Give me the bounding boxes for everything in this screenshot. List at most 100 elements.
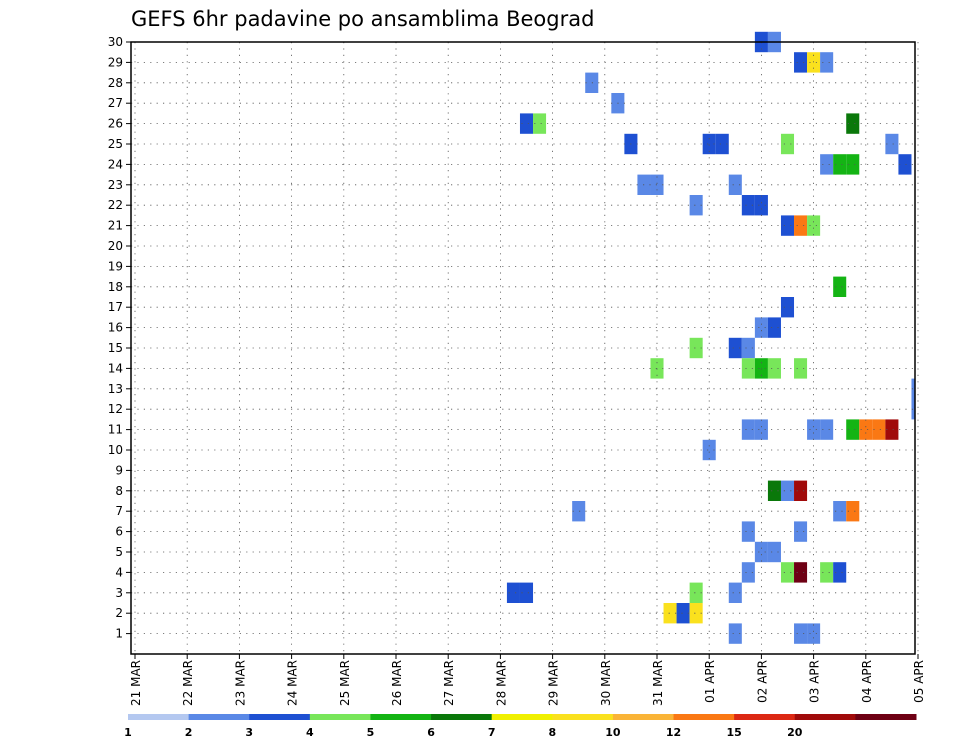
colorbar-label: 20 <box>787 726 803 739</box>
colorbar-swatch <box>552 714 614 720</box>
colorbar-label: 6 <box>427 726 435 739</box>
heatmap-cell <box>885 133 899 155</box>
grid-layer <box>131 41 919 654</box>
heatmap-cell <box>676 603 690 624</box>
y-axis: 1234567891011121314151617181920212223242… <box>108 35 131 641</box>
colorbar-swatch <box>431 714 493 720</box>
heatmap-cell <box>820 562 834 583</box>
heatmap-cell <box>794 358 808 379</box>
x-tick-label: 22 MAR <box>181 660 195 706</box>
heatmap-cell <box>794 52 808 73</box>
heatmap-cell <box>767 480 781 501</box>
heatmap-cell <box>911 378 915 399</box>
y-tick-label: 3 <box>115 586 123 600</box>
y-tick-label: 6 <box>115 525 123 539</box>
heatmap-cell <box>715 133 729 155</box>
heatmap-cell <box>741 562 755 583</box>
x-tick-label: 29 MAR <box>547 660 561 706</box>
y-tick-label: 19 <box>108 259 123 273</box>
heatmap-cell <box>767 358 781 379</box>
heatmap-cell <box>689 195 703 216</box>
x-tick-label: 05 APR <box>912 660 926 703</box>
colorbar-label: 7 <box>488 726 496 739</box>
y-tick-label: 24 <box>108 157 123 171</box>
y-tick-label: 2 <box>115 606 123 620</box>
y-tick-label: 18 <box>108 280 123 294</box>
heatmap-cell <box>885 419 899 440</box>
heatmap-cell <box>585 72 599 93</box>
heatmap-cell <box>689 603 703 624</box>
heatmap-cell <box>702 133 716 155</box>
heatmap-cell <box>741 419 755 440</box>
heatmap-cell <box>846 154 860 175</box>
y-tick-label: 16 <box>108 321 123 335</box>
heatmap-cell <box>859 419 873 440</box>
x-tick-label: 26 MAR <box>390 660 404 706</box>
colorbar-label: 2 <box>185 726 193 739</box>
y-tick-label: 5 <box>115 545 123 559</box>
y-tick-label: 28 <box>108 76 123 90</box>
heatmap-cell <box>728 337 742 359</box>
y-tick-label: 12 <box>108 402 123 416</box>
heatmap-cell <box>820 52 834 73</box>
heatmap-cell <box>846 419 860 440</box>
y-tick-label: 8 <box>115 484 123 498</box>
heatmap-cell <box>872 419 886 440</box>
cells-layer <box>506 31 915 644</box>
y-tick-label: 22 <box>108 198 123 212</box>
y-tick-label: 30 <box>108 35 123 49</box>
x-tick-label: 30 MAR <box>599 660 613 706</box>
heatmap-cell <box>728 174 742 195</box>
colorbar-swatch <box>188 714 250 720</box>
colorbar-swatch <box>249 714 311 720</box>
heatmap-cell <box>728 623 742 644</box>
x-tick-label: 02 APR <box>755 660 769 703</box>
heatmap-cell <box>754 419 768 440</box>
colorbar-swatch <box>794 714 856 720</box>
y-tick-label: 7 <box>115 504 123 518</box>
colorbar-swatch <box>855 714 917 720</box>
heatmap-cell <box>846 501 860 522</box>
y-tick-label: 1 <box>115 627 123 641</box>
y-tick-label: 25 <box>108 137 123 151</box>
x-tick-label: 28 MAR <box>494 660 508 706</box>
x-tick-label: 23 MAR <box>233 660 247 706</box>
chart-title: GEFS 6hr padavine po ansamblima Beograd <box>131 7 594 31</box>
colorbar-label: 10 <box>605 726 621 739</box>
colorbar-swatch <box>309 714 371 720</box>
y-tick-label: 13 <box>108 382 123 396</box>
heatmap-cell <box>572 501 586 522</box>
colorbar-label: 8 <box>548 726 556 739</box>
y-tick-label: 4 <box>115 565 123 579</box>
colorbar-label: 3 <box>245 726 253 739</box>
colorbar-swatch <box>370 714 432 720</box>
heatmap-cell <box>754 195 768 216</box>
heatmap-cell <box>898 154 912 175</box>
heatmap-cell <box>794 480 808 501</box>
heatmap-cell <box>794 562 808 583</box>
y-tick-label: 23 <box>108 178 123 192</box>
heatmap-cell <box>794 521 808 542</box>
heatmap-cell <box>807 623 821 644</box>
heatmap-cell <box>833 501 847 522</box>
heatmap-cell <box>519 113 534 134</box>
colorbar-swatch <box>128 714 190 720</box>
heatmap-cell <box>754 317 768 338</box>
heatmap-cell <box>794 215 808 236</box>
heatmap-cell <box>794 623 808 644</box>
heatmap-cell <box>767 317 781 338</box>
heatmap-cell <box>780 562 795 583</box>
y-tick-label: 26 <box>108 117 123 131</box>
y-tick-label: 9 <box>115 463 123 477</box>
heatmap-cell <box>689 582 703 603</box>
colorbar-label: 4 <box>306 726 314 739</box>
heatmap-cell <box>741 337 755 359</box>
y-tick-label: 11 <box>108 423 123 437</box>
heatmap-cell <box>780 215 795 236</box>
heatmap-cell <box>689 337 703 359</box>
heatmap-cell <box>702 439 716 461</box>
x-tick-label: 24 MAR <box>286 660 300 706</box>
heatmap-cell <box>780 480 795 501</box>
heatmap-cell <box>780 133 795 155</box>
